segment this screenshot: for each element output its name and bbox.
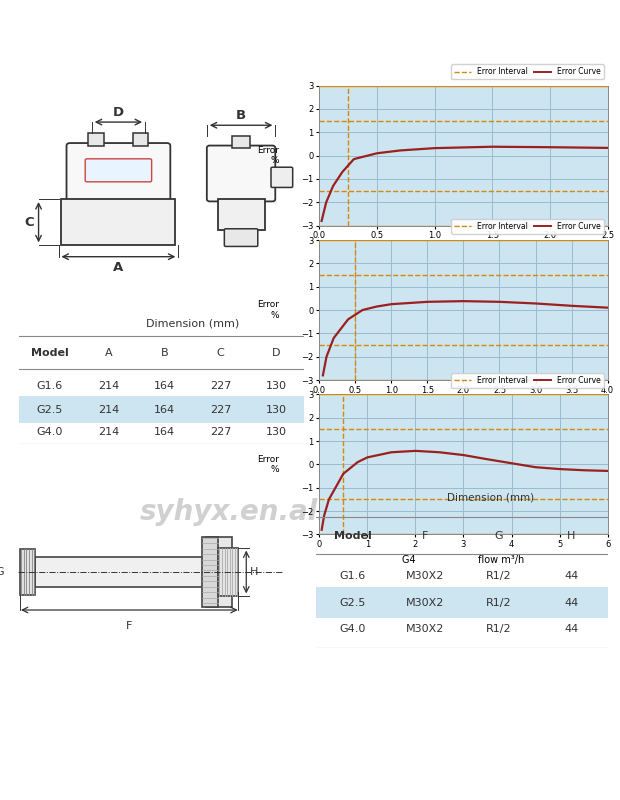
Text: B: B: [236, 109, 246, 122]
FancyBboxPatch shape: [224, 229, 258, 246]
Text: 227: 227: [210, 427, 231, 437]
Text: R1/2: R1/2: [485, 598, 511, 608]
Text: 130: 130: [265, 427, 286, 437]
FancyBboxPatch shape: [66, 143, 171, 202]
Text: G1.6: G1.6: [37, 381, 63, 391]
Bar: [316, 587, 608, 618]
Text: H: H: [567, 530, 575, 541]
Text: Product Size & Performance Curve: Product Size & Performance Curve: [19, 53, 304, 67]
Y-axis label: Error
%: Error %: [257, 300, 279, 320]
Text: Gas Meter Pipe Fittings: Gas Meter Pipe Fittings: [50, 470, 235, 484]
X-axis label: G4                    flow m³/h: G4 flow m³/h: [402, 554, 525, 565]
Text: 130: 130: [265, 381, 286, 391]
Text: G4.0: G4.0: [37, 427, 63, 437]
Text: G2.5: G2.5: [37, 405, 63, 414]
Text: G: G: [494, 530, 503, 541]
Text: G: G: [0, 567, 4, 577]
Text: C: C: [216, 348, 224, 358]
FancyBboxPatch shape: [85, 159, 152, 182]
X-axis label: G1.6                    flow m³/h: G1.6 flow m³/h: [398, 246, 529, 256]
Text: A: A: [105, 348, 113, 358]
Text: 130: 130: [265, 405, 286, 414]
Text: D: D: [113, 106, 124, 118]
Text: F: F: [125, 621, 132, 630]
FancyBboxPatch shape: [207, 146, 275, 202]
Text: A: A: [113, 262, 123, 274]
Y-axis label: Error
%: Error %: [257, 146, 279, 166]
Bar: [202, 537, 218, 607]
Text: G4.0: G4.0: [339, 624, 366, 634]
Text: C: C: [25, 216, 34, 229]
Text: M30X2: M30X2: [406, 571, 445, 582]
Text: R1/2: R1/2: [485, 571, 511, 582]
Text: 227: 227: [210, 381, 231, 391]
Legend: Error Interval, Error Curve: Error Interval, Error Curve: [451, 218, 604, 234]
Bar: [35, 557, 206, 587]
Text: Model: Model: [334, 530, 371, 541]
X-axis label: G2.5                    flow m³/h: G2.5 flow m³/h: [397, 400, 529, 410]
Bar: [206, 537, 232, 607]
Text: Dimension (mm): Dimension (mm): [146, 318, 239, 329]
Text: 44: 44: [564, 571, 578, 582]
Bar: [89, 134, 104, 146]
Text: D: D: [272, 348, 280, 358]
Bar: [218, 199, 265, 230]
Text: H: H: [250, 567, 258, 577]
Text: Model: Model: [31, 348, 69, 358]
Text: M30X2: M30X2: [406, 624, 445, 634]
Bar: [218, 548, 237, 596]
Text: 164: 164: [154, 427, 175, 437]
Bar: [61, 199, 175, 246]
Legend: Error Interval, Error Curve: Error Interval, Error Curve: [451, 373, 604, 388]
Text: 214: 214: [99, 427, 120, 437]
Text: 44: 44: [564, 598, 578, 608]
Text: F: F: [422, 530, 428, 541]
Text: syhyx.en.alibaba.com: syhyx.en.alibaba.com: [140, 498, 480, 526]
Text: R1/2: R1/2: [485, 624, 511, 634]
Text: M30X2: M30X2: [406, 598, 445, 608]
Text: B: B: [161, 348, 169, 358]
Text: 44: 44: [564, 624, 578, 634]
Text: 214: 214: [99, 405, 120, 414]
Y-axis label: Error
%: Error %: [257, 454, 279, 474]
Bar: [133, 134, 148, 146]
Text: 164: 164: [154, 405, 175, 414]
Bar: [19, 397, 304, 423]
Bar: [232, 135, 250, 148]
Text: 164: 164: [154, 381, 175, 391]
Text: 214: 214: [99, 381, 120, 391]
Text: Dimension (mm): Dimension (mm): [448, 492, 534, 502]
Text: G2.5: G2.5: [339, 598, 366, 608]
FancyBboxPatch shape: [271, 167, 293, 187]
Text: G1.6: G1.6: [340, 571, 366, 582]
Text: 227: 227: [210, 405, 231, 414]
Legend: Error Interval, Error Curve: Error Interval, Error Curve: [451, 64, 604, 79]
Bar: [20, 549, 35, 595]
